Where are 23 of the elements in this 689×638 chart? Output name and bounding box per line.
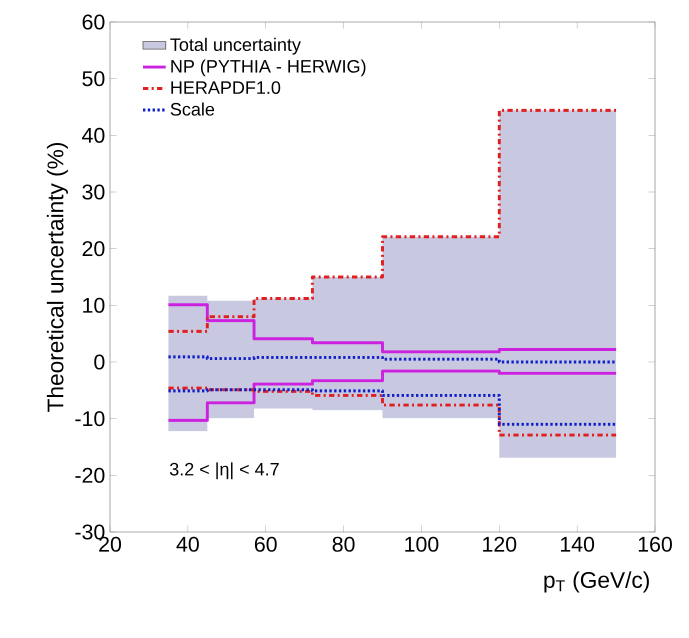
legend-label: NP (PYTHIA - HERWIG) [171, 60, 366, 76]
y-tick-label: 50 [82, 71, 104, 86]
x-tick-label: 100 [405, 536, 438, 552]
x-tick-label: 60 [254, 536, 277, 552]
y-tick-label: 40 [82, 128, 104, 143]
y-tick-label: -20 [75, 468, 104, 483]
y-tick-label: 30 [82, 184, 104, 200]
y-tick-label: 60 [82, 14, 104, 30]
x-tick-label: 140 [560, 536, 594, 552]
legend-label: Total uncertainty [170, 38, 301, 55]
annotation: 3.2 < |η| < 4.7 [170, 462, 279, 480]
x-axis-title: p$_{T}$ (GeV/c) [544, 571, 649, 592]
x-tick-label: 80 [332, 536, 355, 552]
y-tick-label: 20 [82, 241, 104, 256]
y-tick-label: -10 [75, 411, 104, 426]
legend-label: HERAPDF1.0 [171, 81, 280, 94]
x-tick-label: 160 [638, 536, 672, 552]
x-tick-label: 40 [176, 536, 199, 552]
y-tick-label: 10 [83, 298, 104, 313]
y-tick-label: 0 [94, 354, 104, 370]
y-axis-title: Theoretical uncertainty (%) [46, 143, 68, 412]
legend-label: Scale [170, 102, 214, 116]
x-tick-label: 120 [483, 536, 516, 552]
